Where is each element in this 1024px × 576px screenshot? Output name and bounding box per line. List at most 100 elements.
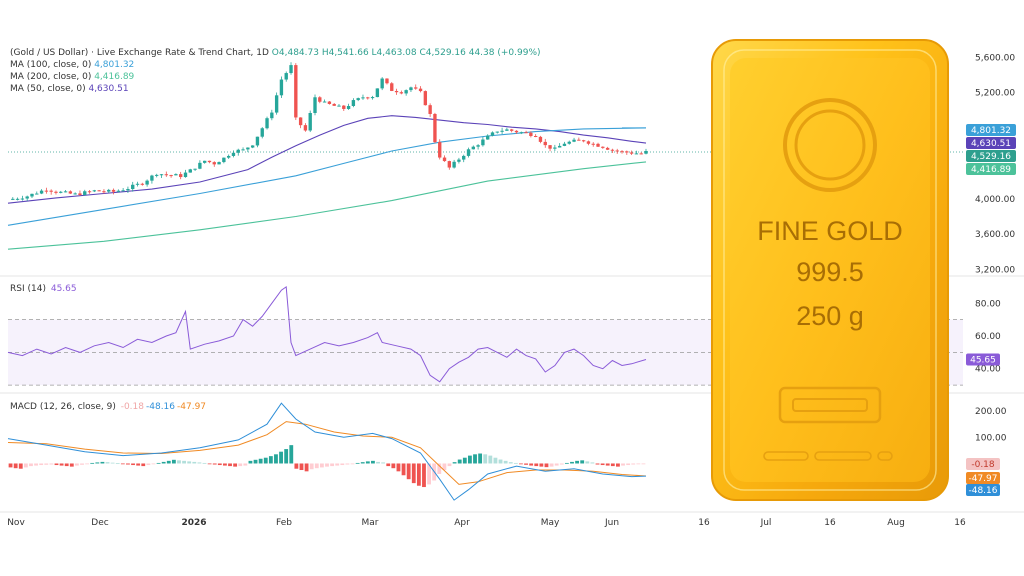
ma-legend-item[interactable]: MA (50, close, 0) 4,630.51 (10, 84, 129, 94)
gold-bar-line3: 250 g (796, 301, 864, 331)
ma-legend-item[interactable]: MA (200, close, 0) 4,416.89 (10, 72, 135, 82)
candle (529, 132, 533, 136)
macd-hist-bar (115, 463, 120, 465)
macd-axis[interactable]: 200.00 100.00 (975, 407, 1007, 443)
symbol-title[interactable]: (Gold / US Dollar) · Live Exchange Rate … (10, 48, 541, 58)
candle (63, 191, 68, 193)
macd-badge (966, 484, 1000, 496)
candle (356, 98, 360, 101)
macd-legend[interactable]: MACD (12, 26, close, 9) -0.18 -48.16 -47.9… (10, 402, 206, 412)
candle (462, 155, 466, 160)
candle (15, 198, 20, 200)
candle (68, 191, 73, 194)
macd-hist-bar (74, 463, 79, 466)
candle (207, 160, 212, 163)
candle (418, 88, 423, 92)
ma-legend-item[interactable]: MA (100, close, 0) 4,801.32 (10, 60, 134, 70)
macd-hist-bar (330, 463, 335, 467)
macd-hist-bar (23, 463, 28, 468)
candle (236, 149, 240, 153)
macd-hist-bar (325, 463, 329, 467)
candle (581, 140, 586, 142)
macd-hist-bar (493, 457, 498, 464)
time-tick-label: Nov (7, 518, 25, 528)
candle (634, 153, 639, 155)
time-tick-label: 16 (698, 518, 710, 528)
macd-hist-bar (442, 463, 447, 471)
macd-hist-bar (197, 462, 202, 464)
macd-hist-bar (126, 463, 130, 465)
macd-hist-bar (207, 463, 212, 465)
candle (423, 91, 428, 106)
candle (505, 129, 509, 131)
candle (625, 151, 629, 153)
rsi-axis[interactable]: 80.00 60.00 40.00 (975, 299, 1001, 374)
macd-hist-bar (314, 463, 319, 469)
macd-hist-bar (554, 463, 559, 466)
time-axis[interactable]: Nov Dec 2026 Feb Mar Apr May Jun 16 Jul 16 Aug 16 (7, 518, 966, 528)
ohlc-c: C4,529.16 (420, 48, 469, 58)
price-badge-label: 4,801.32 (971, 126, 1011, 136)
candle (250, 145, 255, 148)
macd-hist-bar (519, 463, 523, 465)
macd-hist-bar (64, 463, 69, 467)
candle (639, 153, 643, 155)
candle (332, 103, 336, 106)
macd-hist-bar (146, 463, 151, 466)
macd-hist-bar (284, 449, 289, 464)
price-tick-label: 3,600.00 (975, 230, 1015, 240)
macd-badge-label: -0.18 (971, 460, 995, 470)
rsi-legend[interactable]: RSI (14) 45.65 (10, 284, 77, 294)
candle (510, 129, 514, 131)
candle (308, 112, 312, 131)
candle (39, 190, 44, 194)
price-tick-label: 5,200.00 (975, 89, 1015, 99)
macd-hist-bar (202, 462, 207, 464)
candle (548, 145, 552, 149)
macd-hist-bar (80, 463, 84, 465)
macd-hist-bar (524, 463, 528, 465)
candle (447, 161, 452, 168)
candle (471, 146, 475, 150)
macd-hist-bar (309, 463, 314, 470)
macd-hist-bar (631, 463, 636, 465)
macd-hist-bar (13, 463, 18, 469)
candle (524, 132, 528, 134)
ohlc-change: 44.38 (+0.99%) (469, 48, 541, 58)
candle (394, 90, 399, 93)
macd-hist-bar (467, 455, 472, 464)
macd-hist-bar (457, 459, 462, 464)
macd-hist-bar (595, 463, 600, 465)
time-tick-label: Mar (362, 518, 379, 528)
price-axis[interactable]: 5,600.00 5,200.00 4,000.00 3,600.00 3,200.00 (975, 53, 1015, 275)
candle (198, 162, 202, 169)
candle (457, 159, 461, 162)
macd-pane[interactable]: 200.00 100.00 MACD (12, 26, close, 9) -0.… (7, 402, 1007, 501)
candle (121, 190, 125, 192)
candle (169, 175, 173, 177)
macd-tick-label: 100.00 (975, 433, 1007, 443)
candlesticks (11, 62, 648, 201)
macd-hist-bar (59, 463, 64, 466)
macd-hist-bar (564, 462, 569, 464)
gold-bar-image: FINE GOLD 999.5 250 g (711, 39, 949, 501)
price-badge-label: 4,529.16 (971, 152, 1011, 162)
candle (126, 189, 130, 191)
candle (289, 65, 293, 74)
candle (322, 101, 327, 103)
time-tick-label: 2026 (181, 518, 206, 528)
candle (30, 193, 34, 197)
macd-hist-bar (90, 462, 95, 464)
candle (428, 105, 432, 114)
macd-hist-bar (621, 463, 625, 466)
candle (140, 183, 144, 185)
time-tick-label: Feb (276, 518, 292, 528)
macd-hist-bar (156, 462, 161, 464)
candle (150, 175, 154, 181)
macd-hist-bar (452, 462, 457, 464)
macd-hist-bar (590, 462, 595, 464)
macd-tick-label: 200.00 (975, 407, 1007, 417)
macd-hist-bar (340, 463, 345, 466)
price-pane[interactable]: 5,600.00 5,200.00 4,000.00 3,600.00 3,200.00… (7, 48, 1016, 276)
macd-hist-bar (131, 463, 135, 466)
